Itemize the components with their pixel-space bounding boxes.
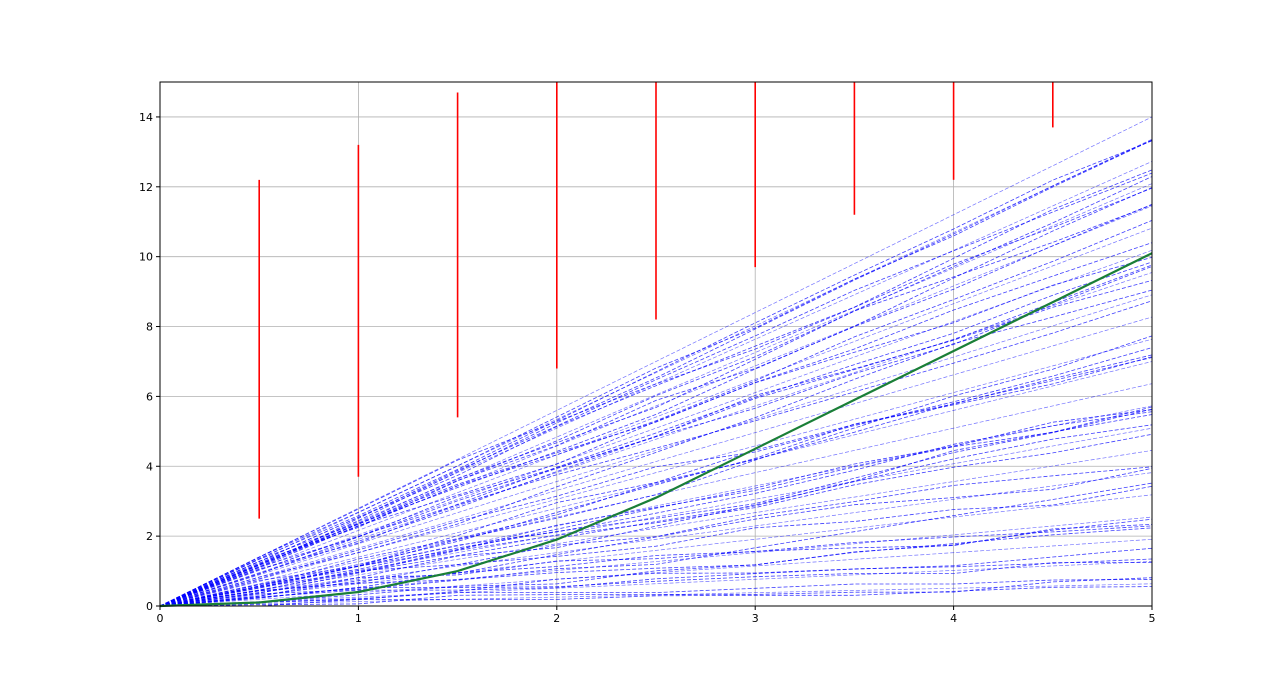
dashed-path [160,467,1152,606]
dashed-path [160,169,1152,606]
dashed-path [160,280,1152,606]
x-tick-label: 0 [157,612,164,625]
dashed-path [160,338,1152,606]
x-tick-label: 4 [950,612,957,625]
dashed-path [160,256,1152,606]
dashed-path [160,227,1152,606]
x-tick-label: 1 [355,612,362,625]
y-tick-label: 0 [146,600,153,613]
dashed-path [160,414,1152,606]
dashed-path [160,406,1152,606]
dashed-path [160,272,1152,606]
dashed-path [160,408,1152,606]
dashed-path [160,242,1152,606]
y-tick-label: 12 [139,181,153,194]
dashed-path [160,294,1152,606]
dashed-path [160,558,1152,606]
dashed-path [160,261,1152,606]
dashed-path [160,187,1152,606]
y-tick-label: 8 [146,321,153,334]
dashed-path [160,335,1152,606]
dashed-path [160,361,1152,606]
dashed-path [160,586,1152,606]
y-tick-label: 6 [146,390,153,403]
dashed-path [160,172,1152,606]
dashed-path [160,450,1152,606]
dashed-path [160,383,1152,606]
x-tick-label: 3 [752,612,759,625]
dashed-path [160,562,1152,606]
dashed-path [160,424,1152,606]
dashed-path [160,139,1152,606]
axes-frame [159,81,1153,607]
dashed-paths-group [160,116,1152,606]
dashed-path [160,577,1152,606]
dashed-path [160,356,1152,606]
dashed-path [160,561,1152,606]
dashed-path [160,220,1152,606]
dashed-path [160,316,1152,606]
dashed-path [160,138,1152,606]
dashed-path [160,140,1152,606]
mean-series-line [159,252,1153,608]
dashed-path [160,525,1152,606]
x-tick-label: 5 [1149,612,1156,625]
dashed-path [160,409,1152,606]
dashed-path [160,116,1152,606]
dashed-path [160,482,1152,606]
x-tick-label: 2 [553,612,560,625]
dashed-path [160,518,1152,606]
dashed-path [160,494,1152,606]
dashed-path [160,203,1152,606]
dashed-path [160,354,1152,606]
dashed-path [160,516,1152,606]
dashed-path [160,583,1152,606]
dashed-path [160,527,1152,606]
dashed-path [160,485,1152,606]
y-tick-label: 2 [146,530,153,543]
y-tick-label: 10 [139,251,153,264]
dashed-path [160,579,1152,606]
dashed-path [160,249,1152,606]
dashed-path [160,347,1152,606]
dashed-path [160,139,1152,606]
y-tick-label: 4 [146,460,153,473]
dashed-path [160,547,1152,606]
y-tick-label: 14 [139,111,153,124]
dashed-path [160,205,1152,606]
dashed-path [160,300,1152,606]
